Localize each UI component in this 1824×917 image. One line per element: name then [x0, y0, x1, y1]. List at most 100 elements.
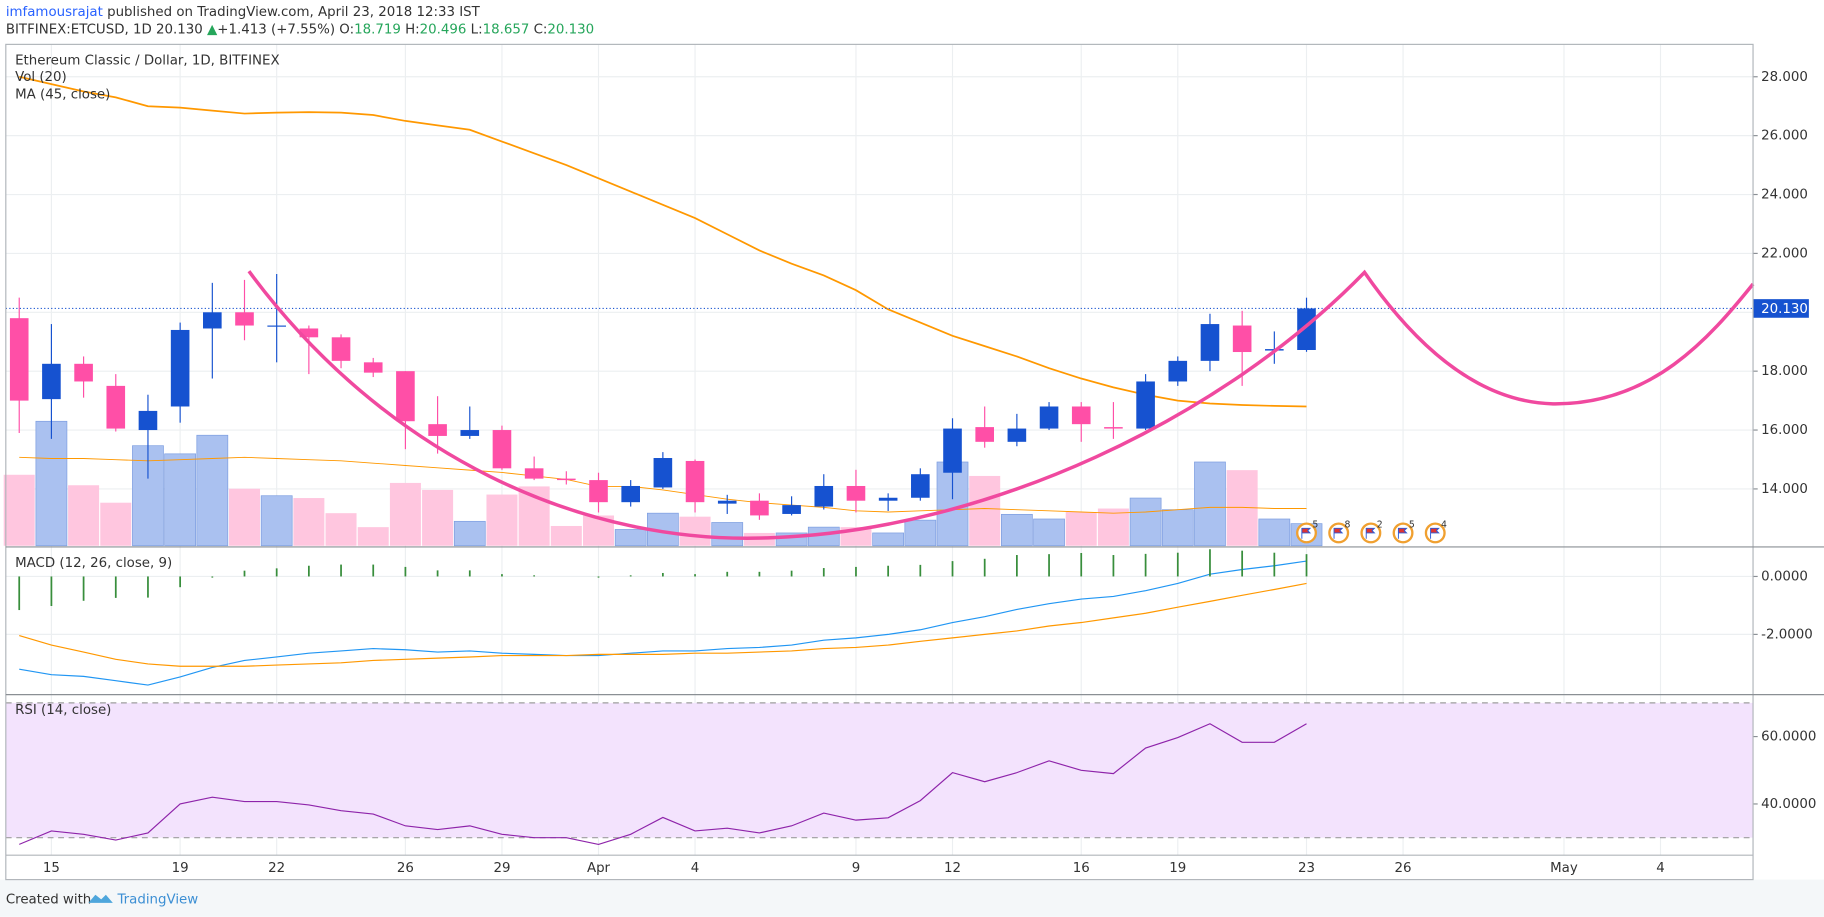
histogram-bar: [1176, 552, 1179, 577]
volume-bar: [228, 488, 261, 546]
histogram-bar: [726, 571, 729, 577]
open: 18.719: [354, 22, 401, 37]
volume-bar: [293, 498, 325, 546]
candle-body: [1007, 428, 1027, 442]
candle-body: [750, 500, 769, 516]
volume-bar: [196, 434, 229, 547]
volume-ma: [19, 456, 1307, 514]
candle-body: [717, 500, 737, 504]
rsi-title: RSI (14, close): [15, 703, 111, 718]
y-tick-label: 0.0000: [1761, 569, 1808, 584]
arrow: ▲: [207, 22, 218, 37]
histogram-bar: [694, 574, 696, 577]
histogram-bar: [50, 576, 53, 607]
candle-body: [782, 505, 801, 514]
histogram-bar: [501, 574, 503, 577]
histogram-bar: [211, 576, 214, 578]
y-tick-label: 16.000: [1761, 423, 1808, 438]
brand[interactable]: TradingView: [116, 892, 198, 907]
histogram-bar: [340, 564, 342, 577]
x-tick-label: 19: [172, 861, 189, 876]
histogram-bar: [661, 572, 664, 577]
candle-body: [331, 337, 351, 361]
published: published on TradingView.com, April 23, …: [107, 5, 481, 20]
rsi-band: [5, 702, 1754, 838]
candle-body: [106, 385, 126, 429]
plot: [3, 44, 1754, 856]
x-tick-label: 9: [852, 861, 861, 876]
candle-body: [428, 424, 447, 436]
histogram-bar: [758, 571, 761, 577]
histogram-bar: [1080, 552, 1083, 577]
histogram-bar: [243, 570, 246, 577]
volume-bar: [1161, 509, 1194, 547]
candle-body: [589, 480, 608, 503]
histogram-bar: [404, 566, 407, 577]
histogram-bar: [855, 566, 857, 577]
event-count: 8: [1345, 519, 1351, 530]
low: 18.657: [483, 22, 530, 37]
volume-bar: [1065, 512, 1097, 546]
y-tick-label: 22.000: [1761, 246, 1808, 261]
histogram-bar: [887, 565, 890, 577]
event-flag: [1365, 527, 1376, 539]
candle-body: [1297, 308, 1316, 350]
volume-bar: [679, 516, 711, 546]
histogram-bar: [629, 575, 632, 577]
last: 20.130: [156, 22, 203, 37]
x-tick-label: 29: [493, 861, 510, 876]
indicator-line: [19, 560, 1307, 686]
x-tick-label: 4: [691, 861, 700, 876]
volume-bar: [1001, 513, 1033, 547]
volume-bar: [453, 520, 486, 547]
logo: [88, 894, 113, 903]
event-flag: [1301, 527, 1312, 539]
candle-body: [846, 485, 866, 501]
candle-body: [74, 363, 93, 382]
histogram-bar: [919, 564, 922, 577]
o-label: O:: [339, 22, 354, 37]
candle-body: [492, 430, 512, 469]
event-flag: [1397, 527, 1408, 539]
rsi-line: [19, 723, 1307, 845]
histogram-bar: [983, 558, 986, 577]
histogram-bar: [372, 564, 375, 577]
event-flag: [1333, 527, 1344, 539]
histogram-bar: [597, 576, 600, 578]
volume-bar: [904, 519, 937, 547]
histogram-bar: [1112, 555, 1115, 577]
x-tick-label: 19: [1169, 861, 1186, 876]
histogram-bar: [307, 565, 310, 577]
c-label: C:: [534, 22, 548, 37]
event-count: 2: [1377, 519, 1383, 530]
candle-body: [975, 427, 994, 442]
candle-body: [1136, 381, 1155, 429]
volume-bar: [357, 527, 389, 546]
volume-bar: [3, 474, 35, 546]
candle-body: [363, 362, 383, 373]
created-with: Created with: [6, 892, 91, 907]
candle-body: [9, 318, 29, 401]
last-price-label: 20.130: [1761, 302, 1808, 317]
volume-bar: [486, 494, 518, 546]
candle-body: [621, 485, 640, 503]
histogram-bar: [147, 576, 149, 598]
candle-body: [170, 329, 190, 407]
author[interactable]: imfamousrajat: [6, 5, 103, 20]
y-tick-label: -2.0000: [1761, 627, 1813, 642]
last-price-box: [1753, 299, 1809, 318]
volume-bar: [969, 475, 1001, 546]
volume-bar: [68, 485, 100, 546]
volume-bar: [35, 420, 68, 547]
y-tick-label: 40.0000: [1761, 797, 1816, 812]
event-count: 5: [1409, 519, 1415, 530]
price-title: Ethereum Classic / Dollar, 1D, BITFINEX: [15, 54, 280, 69]
candle-body: [235, 312, 254, 326]
x-tick-label: 22: [268, 861, 285, 876]
histogram-bar: [533, 575, 536, 577]
overlay: 15 19 22 26 29 Apr 4 9 12 16 19 23 26 May 4 14.000 16.00…: [43, 70, 1817, 876]
x-tick-label: 26: [397, 861, 414, 876]
volume-bar: [1097, 508, 1129, 546]
footer-bar: [0, 879, 1824, 917]
